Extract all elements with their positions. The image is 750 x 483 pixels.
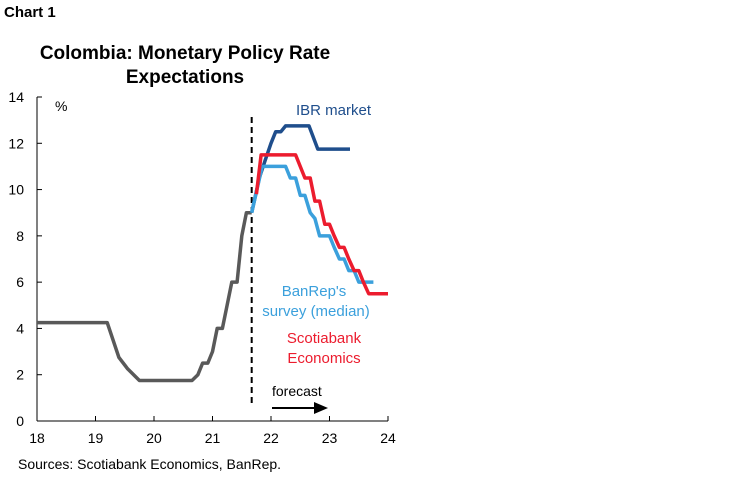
legend-banrep-line1: BanRep's bbox=[282, 283, 347, 300]
legend-scotia-line2: Economics bbox=[287, 350, 360, 367]
x-tick-label: 18 bbox=[29, 430, 45, 446]
x-tick-label: 23 bbox=[322, 430, 338, 446]
chart-title: Colombia: Monetary Policy Rate Expectati… bbox=[39, 43, 331, 88]
y-tick-label: 12 bbox=[8, 135, 24, 151]
y-tick-label: 0 bbox=[16, 413, 24, 429]
x-tick-label: 21 bbox=[205, 430, 221, 446]
chart-caption: Chart 1 bbox=[4, 4, 56, 21]
legend-banrep-line2: survey (median) bbox=[262, 303, 370, 320]
y-axis-label: % bbox=[55, 98, 67, 114]
forecast-label: forecast bbox=[272, 383, 322, 399]
y-tick-label: 2 bbox=[16, 367, 24, 383]
y-tick-label: 14 bbox=[8, 89, 24, 105]
legend-ibr-market: IBR market bbox=[296, 102, 372, 119]
y-tick-label: 10 bbox=[8, 182, 24, 198]
chart-source: Sources: Scotiabank Economics, BanRep. bbox=[18, 456, 282, 472]
x-tick-label: 20 bbox=[146, 430, 162, 446]
series-line-3 bbox=[254, 153, 388, 296]
legend-scotia-line1: Scotiabank bbox=[287, 330, 362, 347]
y-tick-label: 8 bbox=[16, 228, 24, 244]
x-tick-label: 19 bbox=[88, 430, 104, 446]
y-tick-label: 4 bbox=[16, 320, 24, 336]
forecast-arrow-head bbox=[314, 402, 328, 414]
x-tick-label: 24 bbox=[380, 430, 396, 446]
series-line-0 bbox=[37, 210, 252, 383]
y-tick-label: 6 bbox=[16, 274, 24, 290]
x-tick-label: 22 bbox=[263, 430, 279, 446]
